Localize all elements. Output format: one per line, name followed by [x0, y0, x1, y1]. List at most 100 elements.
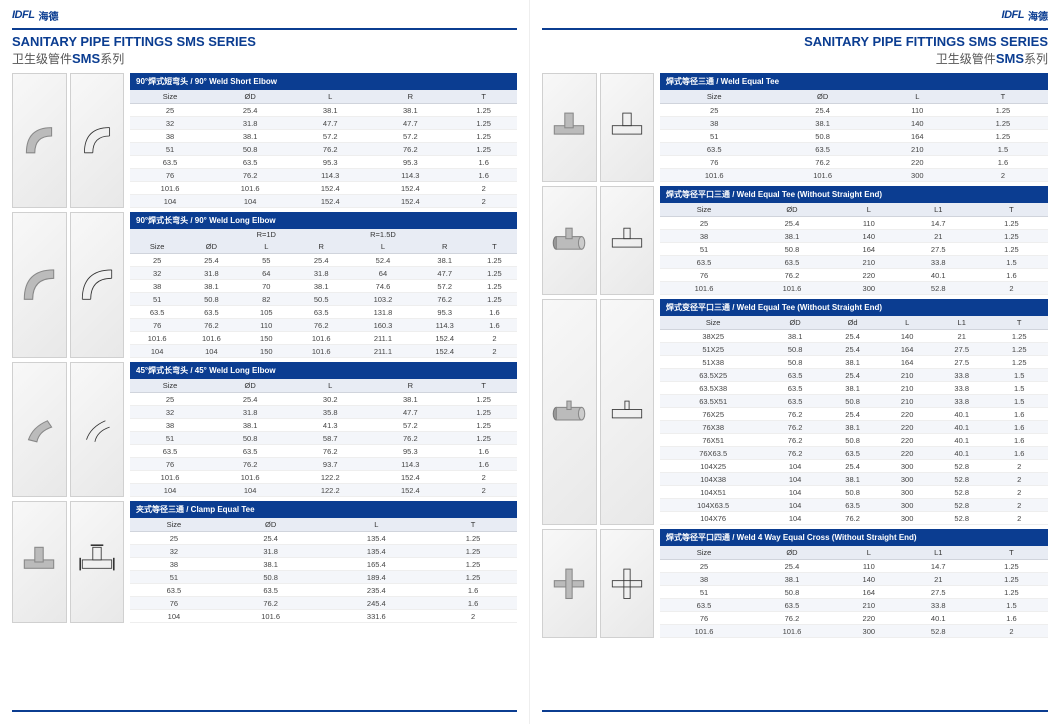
col-header: R	[418, 240, 472, 254]
product-drawing	[70, 501, 125, 623]
cell: 63.5	[748, 599, 836, 612]
col-header: ØD	[768, 90, 876, 104]
col-header: Size	[660, 203, 748, 217]
table-row: 7676.2114.3114.31.6	[130, 169, 517, 182]
table-row: 3838.1165.41.25	[130, 558, 517, 571]
header-bar-left: IDFL 海德	[12, 8, 517, 22]
cell: 2	[450, 182, 517, 195]
table-row: 7676.211076.2160.3114.31.6	[130, 319, 517, 332]
cell: 51	[130, 293, 184, 306]
cell: 25	[660, 217, 748, 230]
title-cn: 卫生级管件SMS系列	[12, 50, 517, 67]
cell: 104	[130, 345, 184, 358]
cell: 76X25	[660, 408, 766, 421]
cell: 52.8	[933, 499, 990, 512]
cell: 140	[877, 117, 958, 130]
cell: 76.2	[768, 156, 876, 169]
cell: 140	[836, 230, 902, 243]
product-drawing	[600, 73, 655, 182]
cell: 331.6	[323, 610, 429, 623]
table-row: 104X3810438.130052.82	[660, 473, 1048, 486]
cell: 21	[902, 230, 975, 243]
cell: 101.6	[294, 332, 348, 345]
cell: 38.1	[184, 280, 238, 293]
col-header: L	[290, 379, 370, 393]
cell: 1.25	[450, 406, 517, 419]
cell: 63.5	[294, 306, 348, 319]
cell: 220	[836, 269, 902, 282]
cell: 101.6	[184, 332, 238, 345]
table-row: 2525.411014.71.25	[660, 217, 1048, 230]
cell: 51	[130, 571, 218, 584]
cell: 1.6	[990, 408, 1048, 421]
cell: 1.5	[990, 395, 1048, 408]
cell: 63.5	[824, 499, 881, 512]
col-superheader	[472, 229, 517, 240]
cell: 211.1	[348, 345, 417, 358]
cell: 1.6	[990, 447, 1048, 460]
cell: 25.4	[218, 532, 324, 545]
cell: 50.8	[766, 343, 823, 356]
col-header: L	[836, 203, 902, 217]
table-row: 3838.141.357.21.25	[130, 419, 517, 432]
product-drawing	[600, 529, 655, 638]
cell: 220	[836, 612, 902, 625]
cell: 152.4	[418, 332, 472, 345]
cell: 1.6	[958, 156, 1048, 169]
product-photo	[542, 529, 597, 638]
cell: 63.5	[766, 369, 823, 382]
cell: 38.1	[766, 330, 823, 343]
content-left: 90°焊式短弯头 / 90° Weld Short Elbow SizeØDLR…	[12, 73, 517, 704]
cell: 150	[239, 332, 295, 345]
cell: 38	[130, 558, 218, 571]
cell: 52.8	[933, 512, 990, 525]
table-row: 3231.8135.41.25	[130, 545, 517, 558]
cell: 1.6	[429, 597, 517, 610]
section-weld-reducing-tee-nse: 焊式变径平口三通 / Weld Equal Tee (Without Strai…	[542, 299, 1048, 525]
cell: 1.25	[429, 532, 517, 545]
table-row: 76X63.576.263.522040.11.6	[660, 447, 1048, 460]
cell: 122.2	[290, 471, 370, 484]
table-row: 3838.11401.25	[660, 117, 1048, 130]
cell: 101.6	[294, 345, 348, 358]
cell: 52.8	[933, 460, 990, 473]
cell: 1.6	[429, 584, 517, 597]
cell: 76	[660, 269, 748, 282]
cell: 152.4	[370, 471, 450, 484]
table-row: 3231.847.747.71.25	[130, 117, 517, 130]
cell: 50.5	[294, 293, 348, 306]
cell: 31.8	[294, 267, 348, 280]
table-row: 101.6101.6152.4152.42	[130, 182, 517, 195]
spec-table: SizeØDLT2525.41101.253838.11401.255150.8…	[660, 90, 1048, 182]
cell: 38.1	[370, 104, 450, 117]
cell: 1.25	[990, 343, 1048, 356]
cell: 104	[210, 195, 290, 208]
cell: 38.1	[768, 117, 876, 130]
cell: 38.1	[210, 419, 290, 432]
col-header: Ød	[824, 316, 881, 330]
col-superheader	[418, 229, 472, 240]
cell: 38.1	[294, 280, 348, 293]
cell: 63.5X38	[660, 382, 766, 395]
cell: 220	[881, 421, 933, 434]
cell: 131.8	[348, 306, 417, 319]
image-col	[542, 186, 654, 295]
cell: 38	[660, 117, 768, 130]
table-col: 90°焊式长弯头 / 90° Weld Long Elbow R=1DR=1.5…	[130, 212, 517, 358]
product-photo	[542, 186, 597, 295]
cell: 38	[660, 573, 748, 586]
cell: 38.1	[824, 382, 881, 395]
cell: 1.25	[975, 573, 1048, 586]
cell: 210	[836, 256, 902, 269]
cell: 38.1	[824, 421, 881, 434]
cell: 76.2	[418, 293, 472, 306]
cell: 1.25	[429, 571, 517, 584]
cell: 160.3	[348, 319, 417, 332]
bottom-rule	[12, 710, 517, 712]
cell: 25	[130, 393, 210, 406]
col-superheader	[184, 229, 238, 240]
cell: 38X25	[660, 330, 766, 343]
table-title: 90°焊式长弯头 / 90° Weld Long Elbow	[130, 212, 517, 229]
cell: 104	[766, 512, 823, 525]
cell: 63.5X25	[660, 369, 766, 382]
